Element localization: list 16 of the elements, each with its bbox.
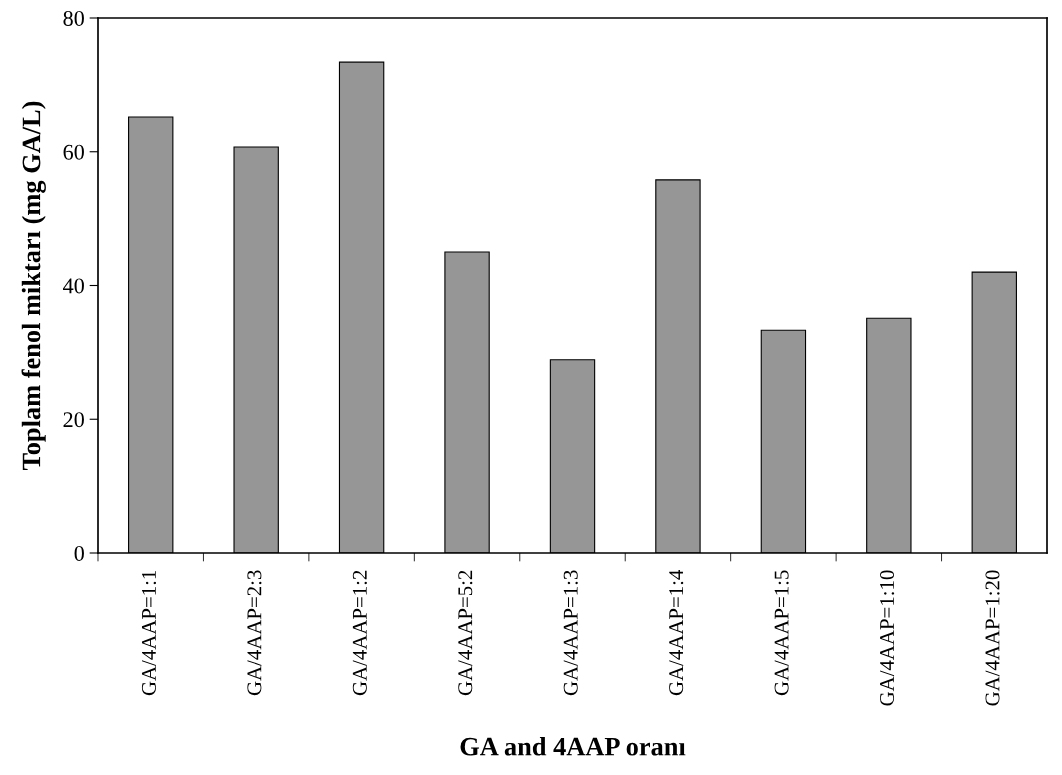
x-tick-label: GA/4AAP=1:2 xyxy=(352,570,367,696)
x-tick-label: GA/4AAP=2:3 xyxy=(247,570,262,696)
y-tick-label: 20 xyxy=(63,412,84,428)
y-tick-label: 0 xyxy=(74,545,84,561)
y-tick-label: 60 xyxy=(63,144,84,160)
x-tick-label: GA/4AAP=1:1 xyxy=(141,570,157,696)
y-tick-label: 80 xyxy=(63,10,84,26)
x-tick-label: GA/4AAP=1:3 xyxy=(563,570,578,696)
x-tick-label: GA/4AAP=1:10 xyxy=(879,570,895,706)
x-tick-label: GA/4AAP=1:4 xyxy=(669,569,684,696)
x-tick-label: GA/4AAP=1:20 xyxy=(985,570,1000,706)
y-axis-title: Toplam fenol miktarı (mg GA/L) xyxy=(21,101,46,471)
x-tick-label: GA/4AAP=5:2 xyxy=(458,570,473,696)
y-tick-label: 40 xyxy=(63,278,84,294)
x-axis-title: GA and 4AAP oranı xyxy=(460,736,686,756)
x-tick-label: GA/4AAP=1:5 xyxy=(774,570,789,696)
